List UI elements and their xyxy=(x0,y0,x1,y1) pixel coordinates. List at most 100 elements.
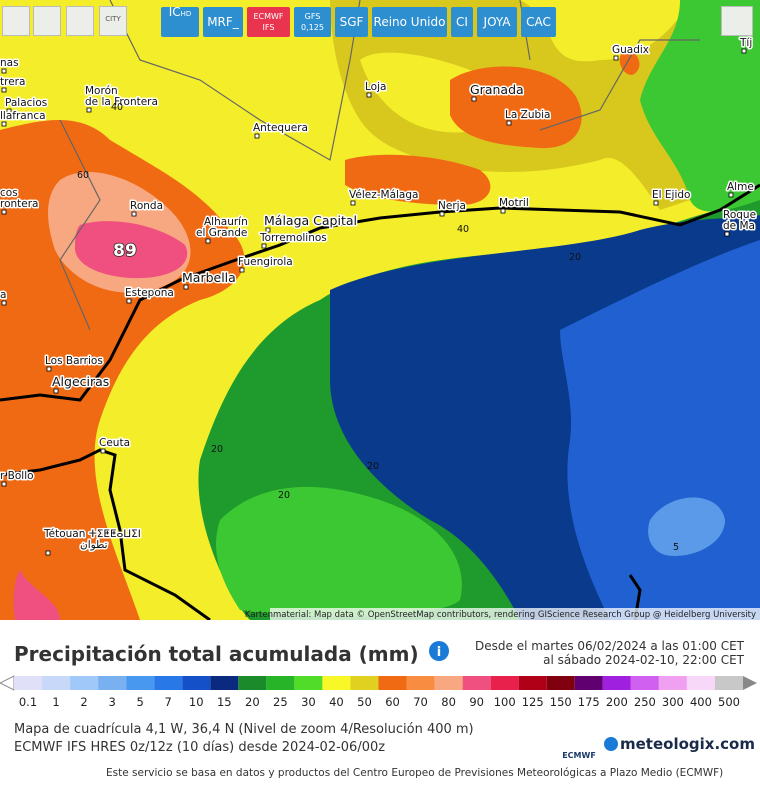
place-marker xyxy=(239,267,245,273)
footer: Este servicio se basa en datos y product… xyxy=(106,767,723,779)
scale-label: 80 xyxy=(441,695,456,709)
ecmwf-logo: ECMWF xyxy=(562,751,596,760)
model-button[interactable]: JOYA xyxy=(477,7,517,37)
place-marker xyxy=(350,200,356,206)
scale-swatch xyxy=(210,676,239,690)
place-label: Alhaurín xyxy=(204,216,248,228)
scale-swatch xyxy=(518,676,547,690)
place-marker xyxy=(728,192,734,198)
place-label: Tétouan ⵜⵉⵟⵟⴰⵡⵉⵏ xyxy=(43,528,141,540)
icon-button[interactable] xyxy=(2,6,30,36)
share-button[interactable] xyxy=(721,6,753,36)
place-marker xyxy=(439,211,445,217)
place-label: La Zubia xyxy=(505,109,551,121)
button-label: SGF xyxy=(339,14,364,29)
place-label: Estepona xyxy=(125,287,174,299)
scale-swatch xyxy=(714,676,743,690)
info-icon-glyph: i xyxy=(437,645,441,660)
precip-pink xyxy=(13,570,61,620)
scale-swatch xyxy=(70,676,99,690)
button-label: IC xyxy=(168,5,181,19)
info-text: ECMWF IFS HRES 0z/12z (10 días) desde 20… xyxy=(14,740,385,755)
attribution: Kartenmaterial: Map data © OpenStreetMap… xyxy=(245,610,756,620)
place-marker xyxy=(254,133,260,139)
place-label: Vélez-Málaga xyxy=(349,189,418,201)
place-label: Los Barrios xyxy=(45,355,103,367)
model-button[interactable]: CAC xyxy=(521,7,556,37)
contour-label: 20 xyxy=(278,490,290,501)
scale-swatch xyxy=(322,676,351,690)
icon-button[interactable] xyxy=(66,6,94,36)
brand-icon xyxy=(604,737,618,751)
scale-swatch xyxy=(686,676,715,690)
place-marker xyxy=(741,48,747,54)
scale-swatch xyxy=(98,676,127,690)
button-label: IFS xyxy=(262,23,275,32)
scale-swatch xyxy=(266,676,295,690)
model-button[interactable]: ECMWF IFS xyxy=(247,7,290,37)
place-marker xyxy=(500,208,506,214)
scale-arrow xyxy=(743,676,757,690)
place-label: trera xyxy=(0,76,25,88)
model-button[interactable]: GFS 0,125 xyxy=(294,7,331,37)
scale-label: 15 xyxy=(217,695,232,709)
scale-swatch xyxy=(546,676,575,690)
contour-label: 5 xyxy=(673,542,679,553)
place-marker xyxy=(1,87,7,93)
place-label: rontera xyxy=(0,198,39,210)
contour-label: 20 xyxy=(211,444,223,455)
scale-label: 250 xyxy=(634,695,656,709)
place-label: Torremolinos xyxy=(259,232,327,244)
scale-swatch xyxy=(490,676,519,690)
scale-swatch xyxy=(182,676,211,690)
contour-label: 20 xyxy=(569,252,581,263)
city-button[interactable]: CITY xyxy=(99,6,127,36)
model-button[interactable]: MRF_ xyxy=(203,7,243,37)
scale-label: 70 xyxy=(413,695,428,709)
scale-label: 125 xyxy=(522,695,544,709)
info-text: Mapa de cuadrícula 4,1 W, 36,4 N (Nivel … xyxy=(14,722,474,737)
model-button[interactable]: Reino Unido xyxy=(372,7,447,37)
place-marker xyxy=(653,200,659,206)
scale-swatch xyxy=(630,676,659,690)
place-marker xyxy=(53,388,59,394)
place-label: Roque xyxy=(723,209,756,221)
scale-label: 2 xyxy=(80,695,87,709)
scale-swatch xyxy=(238,676,267,690)
scale-label: 100 xyxy=(494,695,516,709)
button-label: ECMWF xyxy=(253,12,284,21)
place-marker xyxy=(724,231,730,237)
precip-lightblue xyxy=(648,497,725,556)
place-label: r Bollo xyxy=(0,470,34,482)
scale-label: 150 xyxy=(550,695,572,709)
scale-swatch xyxy=(154,676,183,690)
scale-swatch xyxy=(462,676,491,690)
button-label: MRF_ xyxy=(207,14,239,29)
border xyxy=(59,0,700,331)
place-label: Motril xyxy=(499,197,529,209)
button-label: CAC xyxy=(526,14,551,29)
scale-label: 300 xyxy=(662,695,684,709)
place-marker xyxy=(45,550,51,556)
icon-button[interactable] xyxy=(33,6,61,36)
scale-swatch xyxy=(126,676,155,690)
model-button[interactable]: IC HD xyxy=(161,5,199,37)
place-label: de Ma xyxy=(723,220,755,232)
place-marker xyxy=(131,211,137,217)
scale-label: 175 xyxy=(578,695,600,709)
contour-label: 60 xyxy=(77,170,89,181)
precip-pink xyxy=(75,221,188,279)
place-marker xyxy=(183,284,189,290)
legend-title: Precipitación total acumulada (mm) xyxy=(14,642,419,666)
place-marker xyxy=(46,366,52,372)
place-label: Fuengirola xyxy=(238,256,293,268)
place-marker xyxy=(86,107,92,113)
model-button[interactable]: SGF xyxy=(335,7,368,37)
scale-label: 500 xyxy=(718,695,740,709)
place-marker xyxy=(261,243,267,249)
scale-swatch xyxy=(378,676,407,690)
info-icon[interactable] xyxy=(429,641,449,661)
place-label: llafranca xyxy=(0,110,46,122)
model-button[interactable]: CI xyxy=(451,7,473,37)
